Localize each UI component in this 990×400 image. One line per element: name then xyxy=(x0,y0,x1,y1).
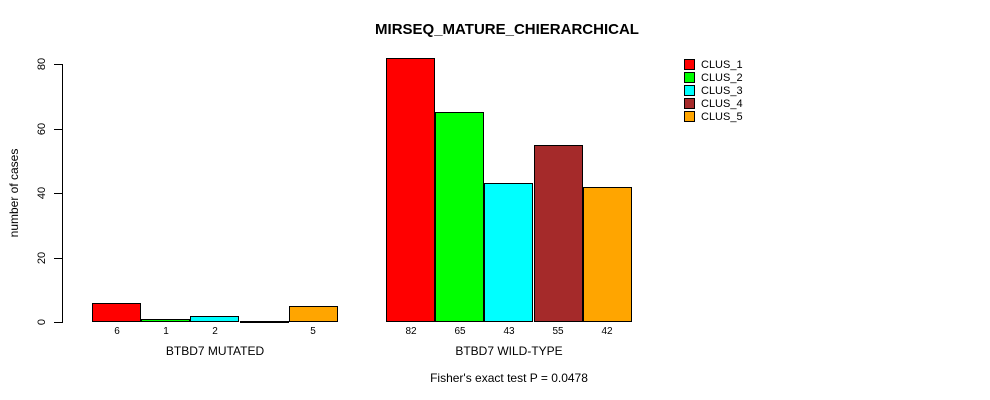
bar-clus-2-btbd7-mutated xyxy=(141,319,190,322)
chart-title: MIRSEQ_MATURE_CHIERARCHICAL xyxy=(375,21,639,38)
bar-clus-5-btbd7-wild-type xyxy=(583,187,632,322)
legend-item-label: CLUS_1 xyxy=(701,58,743,71)
bar-clus-4-btbd7-wild-type xyxy=(534,145,583,322)
y-axis-tick-label: 0 xyxy=(36,318,48,326)
y-axis-tick xyxy=(54,64,62,65)
bar-value-label: 55 xyxy=(552,326,564,337)
y-axis-tick xyxy=(54,258,62,259)
legend-item-label: CLUS_2 xyxy=(701,71,743,84)
y-axis-tick xyxy=(54,129,62,130)
y-axis-tick-label: 40 xyxy=(36,186,48,200)
annotation-pvalue: Fisher's exact test P = 0.0478 xyxy=(430,371,588,385)
legend-item-label: CLUS_3 xyxy=(701,84,743,97)
legend-item-label: CLUS_5 xyxy=(701,110,743,123)
legend-color-swatch xyxy=(684,111,695,122)
x-axis-group-label: BTBD7 WILD-TYPE xyxy=(455,344,563,358)
legend-item-clus-4: CLUS_4 xyxy=(684,97,743,110)
bar-clus-2-btbd7-wild-type xyxy=(435,112,484,322)
bar-clus-5-btbd7-mutated xyxy=(289,306,338,322)
legend-item-clus-1: CLUS_1 xyxy=(684,58,743,71)
legend-item-clus-5: CLUS_5 xyxy=(684,110,743,123)
y-axis-title: number of cases xyxy=(7,148,21,238)
bar-clus-1-btbd7-wild-type xyxy=(386,58,435,322)
y-axis-tick-label: 20 xyxy=(36,251,48,265)
bar-clus-4-btbd7-mutated xyxy=(240,321,289,323)
bar-value-label: 6 xyxy=(114,326,120,337)
bar-value-label: 43 xyxy=(503,326,515,337)
legend-color-swatch xyxy=(684,85,695,96)
bar-value-label: 2 xyxy=(212,326,218,337)
x-axis-group-label: BTBD7 MUTATED xyxy=(165,344,265,358)
bar-value-label: 82 xyxy=(405,326,417,337)
legend-item-clus-3: CLUS_3 xyxy=(684,84,743,97)
y-axis-tick xyxy=(54,322,62,323)
legend-color-swatch xyxy=(684,59,695,70)
legend-item-clus-2: CLUS_2 xyxy=(684,71,743,84)
bar-clus-3-btbd7-wild-type xyxy=(484,183,533,322)
legend-item-label: CLUS_4 xyxy=(701,97,743,110)
bar-value-label: 42 xyxy=(601,326,613,337)
y-axis-line xyxy=(62,64,63,323)
y-axis-tick-label: 80 xyxy=(36,57,48,71)
legend-color-swatch xyxy=(684,72,695,83)
bar-value-label: 5 xyxy=(310,326,316,337)
bar-clus-1-btbd7-mutated xyxy=(92,303,141,322)
bar-value-label: 1 xyxy=(163,326,169,337)
y-axis-tick xyxy=(54,193,62,194)
legend-color-swatch xyxy=(684,98,695,109)
bar-value-label: 65 xyxy=(454,326,466,337)
y-axis-tick-label: 60 xyxy=(36,122,48,136)
bar-clus-3-btbd7-mutated xyxy=(190,316,239,322)
